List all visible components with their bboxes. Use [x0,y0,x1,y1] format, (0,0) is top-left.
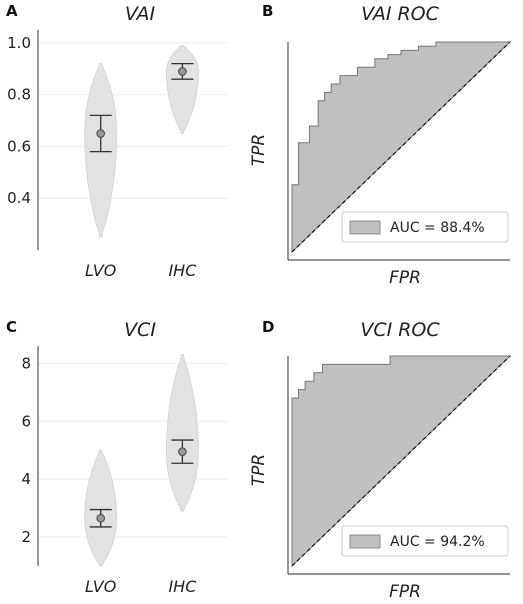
y-tick-label: 1.0 [7,34,31,52]
legend-label: AUC = 88.4% [390,220,485,236]
violin-ihc [166,354,199,512]
y-tick-label: 0.8 [7,86,31,104]
panel-d: D VCI ROC TPR FPR AUC = 94.2% [249,318,512,602]
chance-diagonal [291,41,511,253]
y-tick-label: 0.4 [7,189,31,207]
violin-ihc [166,45,199,134]
panel-a: A VAI 0.4 0.6 0.8 1.0 LVO IHC [6,2,228,280]
x-category-label: IHC [168,577,197,596]
panel-a-title: VAI [125,3,156,25]
mean-point [96,513,105,523]
mean-point [178,67,187,76]
panel-c-title: VCI [124,319,156,341]
panel-c-plot: 2 4 6 8 LVO IHC [21,346,228,596]
panel-c: C VCI 2 4 6 8 LVO IHC [6,318,228,596]
mean-point [178,447,187,456]
y-tick-label: 2 [21,528,31,546]
panel-b-title: VAI ROC [361,3,440,25]
panel-b-letter: B [262,2,273,20]
y-tick-label: 0.6 [7,137,31,155]
legend-box [341,525,509,557]
legend-label: AUC = 94.2% [390,534,485,550]
panel-d-title: VCI ROC [360,319,440,341]
legend-swatch [349,220,381,235]
panel-d-plot: AUC = 94.2% [287,355,512,575]
panel-b-plot: AUC = 88.4% [287,41,512,261]
chance-diagonal [291,355,511,567]
panel-b: B VAI ROC TPR FPR AUC = 88.4% [249,2,512,288]
panel-d-letter: D [262,318,274,336]
mean-point [96,129,105,138]
y-tick-label: 4 [21,470,31,488]
legend-box [341,211,509,243]
legend-swatch [349,534,381,549]
x-category-label: LVO [85,261,116,280]
x-category-label: LVO [85,577,116,596]
panel-d-xlabel: FPR [389,582,421,602]
panel-d-ylabel: TPR [249,454,269,486]
panel-a-plot: 0.4 0.6 0.8 1.0 LVO IHC [7,30,228,280]
panel-c-letter: C [6,318,17,336]
panel-b-xlabel: FPR [389,268,421,288]
panel-b-ylabel: TPR [249,134,269,166]
x-category-label: IHC [168,261,197,280]
y-tick-label: 8 [21,354,31,372]
violin-lvo [84,449,118,567]
panel-a-letter: A [6,2,18,20]
y-tick-label: 6 [21,412,31,430]
